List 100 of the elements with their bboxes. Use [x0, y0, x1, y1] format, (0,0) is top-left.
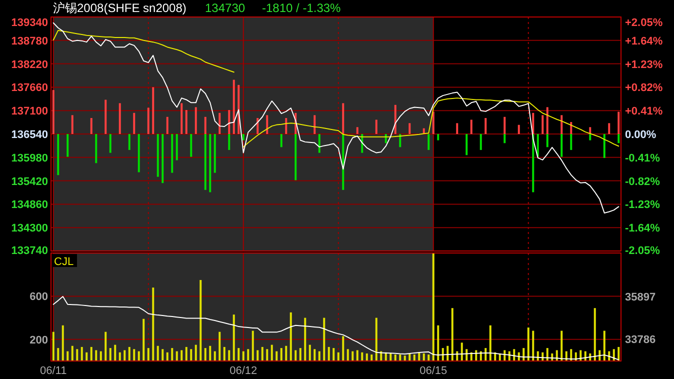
bar [356, 127, 358, 134]
bar [52, 332, 54, 361]
bar [399, 134, 402, 148]
bar [138, 134, 140, 172]
bar [147, 348, 150, 361]
y-tick-label: 139340 [11, 17, 48, 29]
bar [342, 336, 344, 361]
y2-tick-label: 0.00% [625, 129, 656, 141]
bar [318, 134, 320, 153]
bar [570, 122, 572, 134]
bar [118, 352, 121, 361]
bar [466, 134, 468, 156]
bar [204, 116, 206, 134]
y-tick-label: 138780 [11, 35, 48, 48]
bar [147, 108, 150, 134]
bar [66, 351, 69, 361]
bar [399, 354, 402, 361]
y-tick-label: 137100 [11, 106, 48, 118]
bar [489, 325, 492, 361]
bar [142, 318, 145, 361]
bar [437, 134, 440, 140]
bar [152, 87, 154, 134]
bar [194, 107, 197, 134]
bar [166, 116, 168, 134]
bar [228, 110, 230, 134]
bar [90, 118, 92, 134]
bar [133, 112, 136, 134]
bar [247, 349, 250, 361]
bar [190, 349, 192, 361]
bar [314, 349, 316, 361]
y-tick-label: 134860 [11, 199, 48, 212]
bar [124, 350, 126, 361]
bar [194, 344, 197, 361]
bar [518, 124, 520, 134]
bar [356, 350, 358, 361]
bar [232, 314, 235, 361]
bar [214, 134, 216, 173]
bar [342, 134, 344, 190]
y2-tick-label: -2.05% [625, 245, 660, 257]
bar [80, 346, 83, 361]
bar [228, 350, 230, 361]
y2-tick-label: +0.41% [625, 106, 663, 118]
bar [138, 351, 140, 361]
chart-title: 沪锡2008(SHFE sn2008) [53, 1, 186, 15]
chart-title: CJL [54, 256, 74, 268]
bar [527, 328, 530, 361]
bar [280, 348, 282, 361]
bar [299, 348, 302, 361]
bar [256, 118, 259, 134]
bar [214, 351, 216, 361]
bar [209, 346, 212, 361]
bar [57, 134, 60, 176]
bar [71, 115, 74, 134]
bar [428, 134, 430, 150]
bar [171, 348, 174, 361]
bar [328, 346, 330, 361]
bar [90, 346, 92, 361]
bar [332, 348, 335, 361]
y2-tick-label: -0.82% [625, 176, 660, 188]
bar [256, 350, 259, 361]
bar [370, 354, 373, 361]
bar [366, 353, 368, 361]
bar [603, 134, 606, 158]
bar [428, 354, 430, 361]
y-tick-label: 138220 [11, 58, 48, 71]
bar [618, 346, 620, 361]
bar [504, 116, 506, 134]
bar [280, 134, 282, 148]
bar [176, 134, 178, 160]
bar [118, 103, 121, 134]
bar [542, 115, 544, 134]
bar [171, 134, 174, 173]
bar [166, 352, 168, 361]
bar [242, 134, 244, 140]
text: 134730 [205, 1, 246, 15]
bar [451, 308, 454, 361]
bar [608, 123, 610, 134]
bar [394, 104, 396, 134]
bar [480, 134, 482, 150]
bar [180, 103, 183, 134]
bar [252, 330, 254, 361]
bar [337, 352, 340, 361]
bar [128, 346, 130, 361]
bar [185, 346, 188, 361]
bar [375, 318, 378, 361]
y-tick-label: 135980 [11, 152, 48, 164]
bar [185, 110, 188, 134]
bar [618, 134, 620, 144]
y2-tick-label: +1.23% [625, 58, 663, 71]
bar [95, 350, 98, 361]
x-tick-label: 06/15 [420, 365, 448, 377]
bar [261, 346, 264, 361]
y-tick-label: 200 [30, 334, 48, 346]
bar [100, 351, 102, 361]
bar [57, 348, 60, 361]
bar [270, 344, 273, 361]
bar [290, 312, 292, 361]
bar [276, 351, 278, 361]
bar [238, 348, 240, 361]
bar [218, 332, 221, 361]
